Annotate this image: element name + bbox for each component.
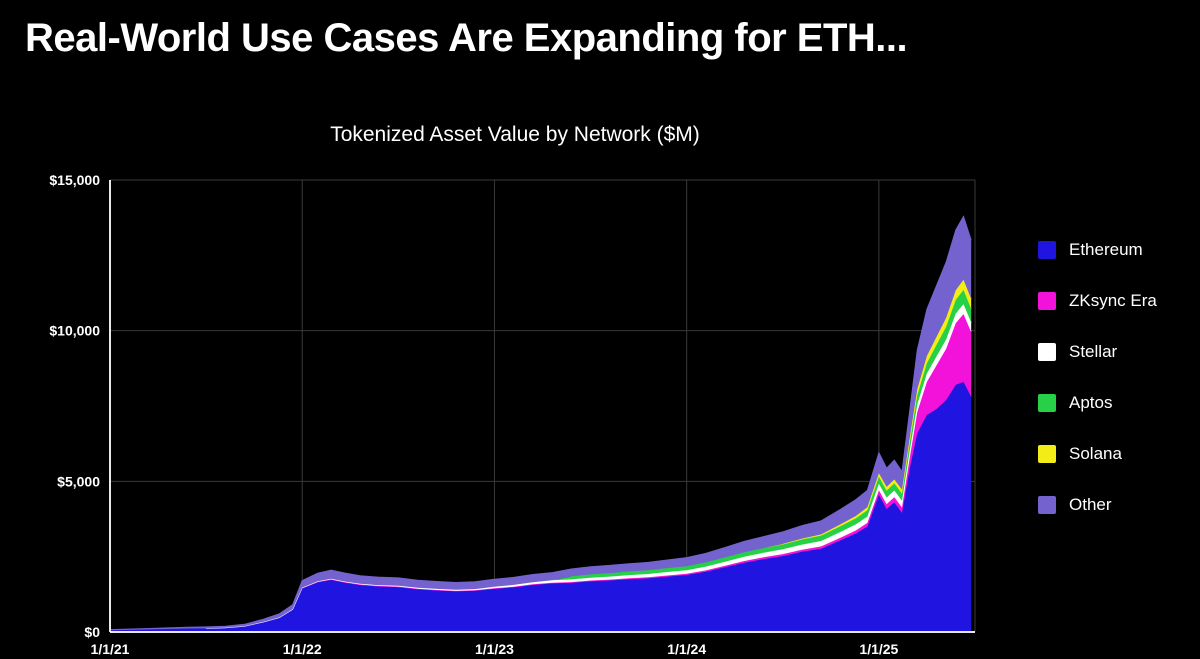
legend-swatch-other — [1038, 496, 1056, 514]
legend-label-other: Other — [1069, 495, 1112, 514]
chart-title: Tokenized Asset Value by Network ($M) — [330, 123, 700, 146]
legend-label-ethereum: Ethereum — [1069, 240, 1143, 259]
y-tick-label: $0 — [84, 624, 100, 640]
x-tick-label: 1/1/21 — [91, 641, 130, 657]
x-tick-label: 1/1/24 — [667, 641, 706, 657]
legend-label-stellar: Stellar — [1069, 342, 1118, 361]
slide-title: Real-World Use Cases Are Expanding for E… — [25, 16, 908, 60]
legend-swatch-solana — [1038, 445, 1056, 463]
legend-swatch-stellar — [1038, 343, 1056, 361]
y-tick-label: $10,000 — [49, 323, 100, 339]
area-ethereum — [110, 381, 972, 632]
x-tick-label: 1/1/22 — [283, 641, 322, 657]
legend-item-solana: Solana — [1038, 444, 1157, 464]
legend-item-ethereum: Ethereum — [1038, 240, 1157, 260]
y-tick-label: $5,000 — [57, 473, 100, 489]
x-tick-label: 1/1/25 — [859, 641, 898, 657]
legend-label-zksync-era: ZKsync Era — [1069, 291, 1157, 310]
legend: Ethereum ZKsync Era Stellar Aptos Solana… — [1038, 240, 1157, 515]
y-tick-label: $15,000 — [49, 172, 100, 188]
edge-other — [109, 215, 972, 631]
legend-swatch-aptos — [1038, 394, 1056, 412]
legend-item-zksync-era: ZKsync Era — [1038, 291, 1157, 311]
legend-swatch-zksync-era — [1038, 292, 1056, 310]
legend-item-other: Other — [1038, 495, 1157, 515]
legend-item-stellar: Stellar — [1038, 342, 1157, 362]
x-tick-label: 1/1/23 — [475, 641, 514, 657]
legend-swatch-ethereum — [1038, 241, 1056, 259]
legend-label-solana: Solana — [1069, 444, 1122, 463]
legend-label-aptos: Aptos — [1069, 393, 1113, 412]
legend-item-aptos: Aptos — [1038, 393, 1157, 413]
